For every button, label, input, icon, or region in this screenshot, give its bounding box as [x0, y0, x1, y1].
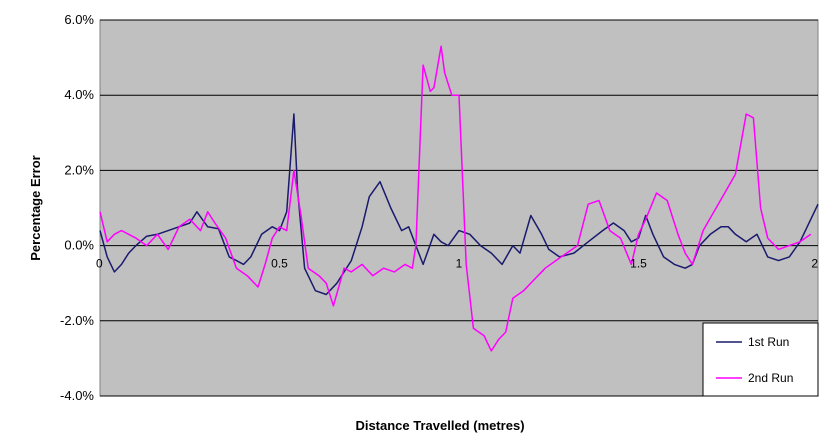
y-tick-label: -2.0% — [60, 313, 94, 328]
x-tick-label: 0 — [96, 257, 103, 271]
y-tick-label: 2.0% — [64, 162, 94, 177]
x-tick-label: 2 — [811, 257, 818, 271]
x-axis-title: Distance Travelled (metres) — [355, 418, 524, 433]
x-tick-label: 0.5 — [271, 257, 288, 271]
y-tick-label: 4.0% — [64, 87, 94, 102]
legend: 1st Run 2nd Run — [702, 322, 819, 397]
y-tick-label: 0.0% — [64, 238, 94, 253]
y-axis-title: Percentage Error — [28, 155, 43, 261]
legend-box — [702, 322, 819, 397]
y-tick-label: 6.0% — [64, 12, 94, 27]
series-line-2nd-run — [99, 45, 812, 352]
series-layer — [99, 45, 819, 352]
legend-label-1st-run: 1st Run — [748, 335, 789, 349]
plot-area — [99, 19, 819, 397]
legend-label-2nd-run: 2nd Run — [748, 371, 793, 385]
y-axis-tick-labels: -4.0% -2.0% 0.0% 2.0% 4.0% 6.0% — [60, 12, 94, 403]
y-tick-label: -4.0% — [60, 388, 94, 403]
x-axis-tick-labels: 0 0.5 1 1.5 2 — [96, 257, 818, 271]
x-tick-label: 1 — [456, 257, 463, 271]
x-tick-label: 1.5 — [630, 257, 647, 271]
